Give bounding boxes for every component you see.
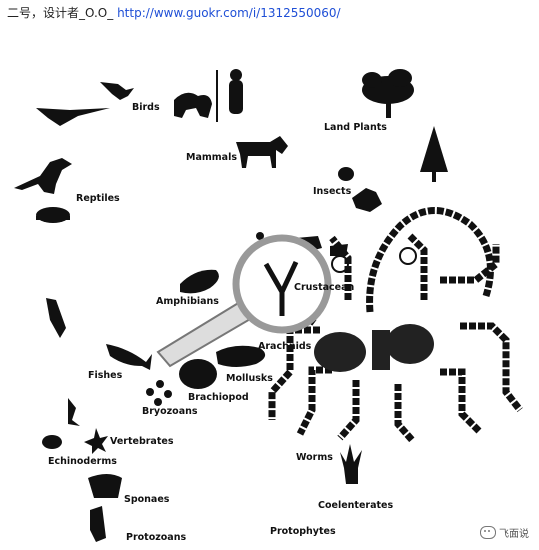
- caption-text: 二号，设计者_O.O_: [7, 6, 114, 20]
- label-amphibians: Amphibians: [156, 296, 219, 307]
- label-mammals: Mammals: [186, 152, 237, 163]
- octopus-head: [331, 247, 417, 273]
- label-birds: Birds: [132, 102, 160, 113]
- caption-line: 二号，设计者_O.O_ http://www.guokr.com/i/13125…: [7, 4, 341, 21]
- label-arachnids: Arachnids: [258, 341, 312, 352]
- mammal-silhouettes-icon: [174, 69, 288, 168]
- shell-silhouettes-icon: [146, 345, 266, 406]
- label-coelenterates: Coelenterates: [318, 500, 394, 511]
- reptile-silhouettes-icon: [14, 158, 72, 223]
- label-fishes: Fishes: [88, 370, 123, 381]
- label-vertebrates: Vertebrates: [110, 436, 174, 447]
- caption-link[interactable]: http://www.guokr.com/i/1312550060/: [117, 6, 341, 20]
- watermark-text: 飞面说: [499, 529, 529, 540]
- sponge-silhouettes-icon: [88, 474, 122, 542]
- watermark: 飞面说: [480, 525, 529, 540]
- bird-silhouette-icon: [36, 82, 134, 126]
- label-insects: Insects: [313, 186, 352, 197]
- coelenterate-silhouette-icon: [340, 444, 362, 484]
- label-reptiles: Reptiles: [76, 193, 120, 204]
- label-protophytes: Protophytes: [270, 526, 336, 537]
- label-brachiopod: Brachiopod: [188, 392, 249, 403]
- magnifier-icon: [156, 234, 332, 368]
- fish-silhouettes-icon: [46, 298, 152, 426]
- label-worms: Worms: [296, 452, 333, 463]
- label-land-plants: Land Plants: [324, 122, 387, 133]
- label-crustaceans: Crustacean: [294, 282, 355, 293]
- label-echinoderms: Echinoderms: [48, 456, 117, 467]
- label-mollusks: Mollusks: [226, 373, 273, 384]
- insect-silhouettes-icon: [338, 167, 382, 212]
- octopus-spots: [314, 324, 434, 372]
- tree-silhouettes-icon: [362, 69, 448, 182]
- label-bryozoans: Bryozoans: [142, 406, 198, 417]
- echinoderm-silhouettes-icon: [42, 428, 108, 454]
- label-sponges: Sponaes: [124, 494, 170, 505]
- wechat-icon: [480, 526, 496, 539]
- label-protozoans: Protozoans: [126, 532, 187, 543]
